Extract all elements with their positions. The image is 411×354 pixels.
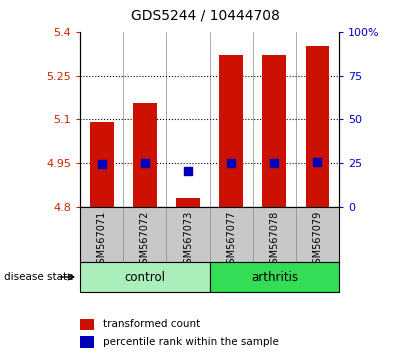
Point	[141, 160, 148, 166]
Point	[271, 160, 278, 166]
Bar	[219, 55, 243, 207]
Text: percentile rank within the sample: percentile rank within the sample	[104, 337, 279, 347]
Text: GDS5244 / 10444708: GDS5244 / 10444708	[131, 9, 280, 23]
Text: transformed count: transformed count	[104, 319, 201, 329]
Text: GSM567072: GSM567072	[140, 211, 150, 270]
FancyBboxPatch shape	[80, 262, 210, 292]
Text: GSM567079: GSM567079	[312, 211, 323, 270]
Bar	[80, 319, 95, 330]
Bar	[133, 103, 157, 207]
Bar	[263, 55, 286, 207]
Text: GSM567073: GSM567073	[183, 211, 193, 270]
Point	[314, 160, 321, 165]
Point	[228, 160, 234, 166]
Text: GSM567077: GSM567077	[226, 211, 236, 270]
Point	[185, 168, 192, 173]
Bar	[80, 336, 95, 348]
FancyBboxPatch shape	[210, 262, 339, 292]
Bar	[90, 122, 113, 207]
Text: control: control	[125, 270, 165, 284]
Point	[99, 161, 105, 167]
Text: arthritis: arthritis	[251, 270, 298, 284]
Text: disease state: disease state	[4, 272, 74, 282]
Bar	[306, 46, 329, 207]
Text: GSM567071: GSM567071	[97, 211, 107, 270]
Bar	[176, 198, 200, 207]
Text: GSM567078: GSM567078	[269, 211, 279, 270]
